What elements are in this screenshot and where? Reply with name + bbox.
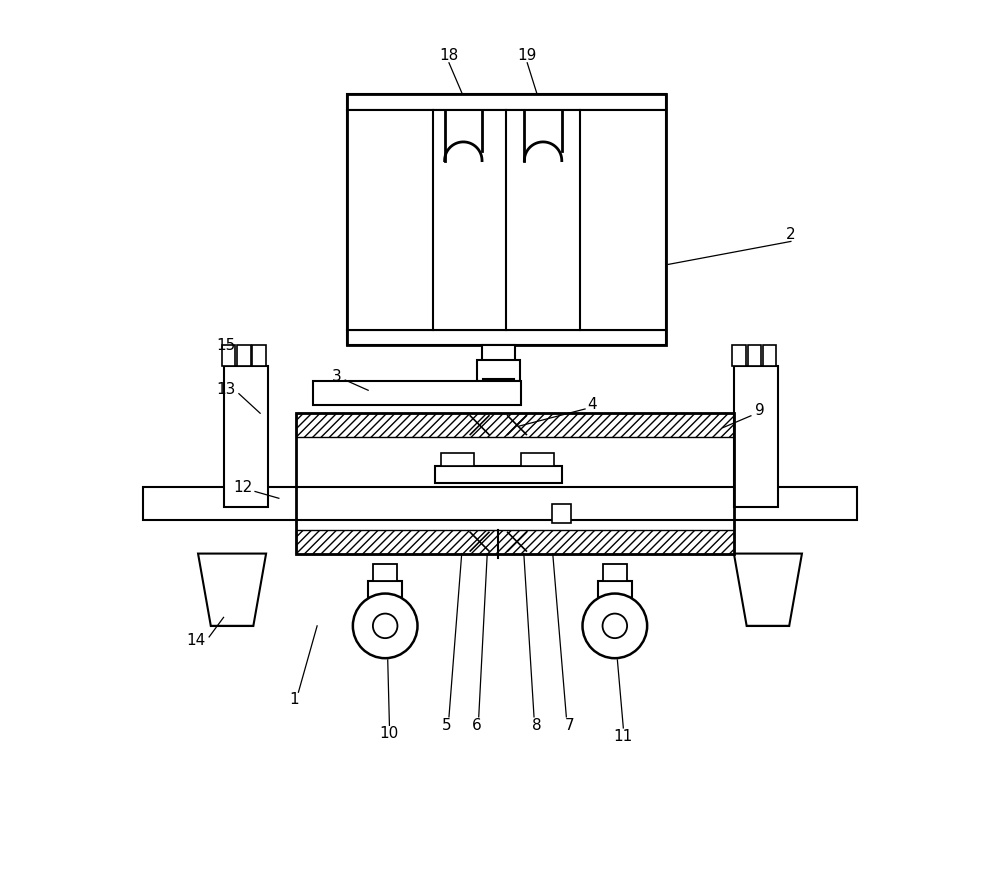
Bar — [222, 346, 235, 367]
Text: 14: 14 — [187, 633, 206, 648]
Polygon shape — [734, 554, 802, 626]
Circle shape — [373, 614, 397, 638]
Bar — [763, 346, 776, 367]
Bar — [347, 330, 666, 346]
Bar — [296, 530, 734, 554]
Text: 11: 11 — [614, 729, 633, 744]
Bar — [237, 346, 251, 367]
Bar — [486, 362, 510, 364]
Text: 10: 10 — [380, 727, 399, 742]
Bar — [297, 437, 733, 530]
Bar — [347, 94, 666, 346]
Bar — [598, 581, 632, 607]
Text: 6: 6 — [472, 718, 482, 733]
Bar — [347, 94, 666, 110]
Bar — [482, 346, 515, 364]
Text: 18: 18 — [439, 49, 459, 64]
Text: 15: 15 — [216, 338, 236, 353]
Text: 13: 13 — [216, 382, 236, 397]
Circle shape — [353, 594, 417, 658]
Bar — [252, 346, 266, 367]
Bar — [368, 581, 402, 607]
Bar — [603, 564, 627, 581]
Text: 19: 19 — [518, 49, 537, 64]
Bar — [521, 453, 554, 466]
Bar — [552, 504, 571, 523]
Text: 4: 4 — [587, 397, 597, 412]
Bar — [373, 564, 397, 581]
Text: 3: 3 — [332, 369, 342, 385]
Bar — [347, 110, 666, 330]
Text: 7: 7 — [565, 718, 575, 733]
Text: 9: 9 — [755, 403, 764, 418]
Text: 5: 5 — [442, 718, 451, 733]
Bar — [483, 379, 514, 396]
Bar — [313, 381, 521, 405]
Bar — [435, 466, 562, 484]
Text: 1: 1 — [289, 692, 299, 707]
Text: 2: 2 — [786, 227, 796, 242]
Bar — [732, 346, 746, 367]
Bar — [296, 413, 734, 437]
Circle shape — [603, 614, 627, 638]
Text: 8: 8 — [532, 718, 541, 733]
Bar — [477, 360, 520, 381]
Bar — [748, 346, 761, 367]
Bar — [224, 367, 268, 507]
Circle shape — [583, 594, 647, 658]
Bar — [734, 367, 778, 507]
Bar — [296, 413, 734, 554]
Bar — [441, 453, 474, 466]
Bar — [143, 487, 857, 519]
Polygon shape — [198, 554, 266, 626]
Text: 12: 12 — [234, 479, 253, 494]
